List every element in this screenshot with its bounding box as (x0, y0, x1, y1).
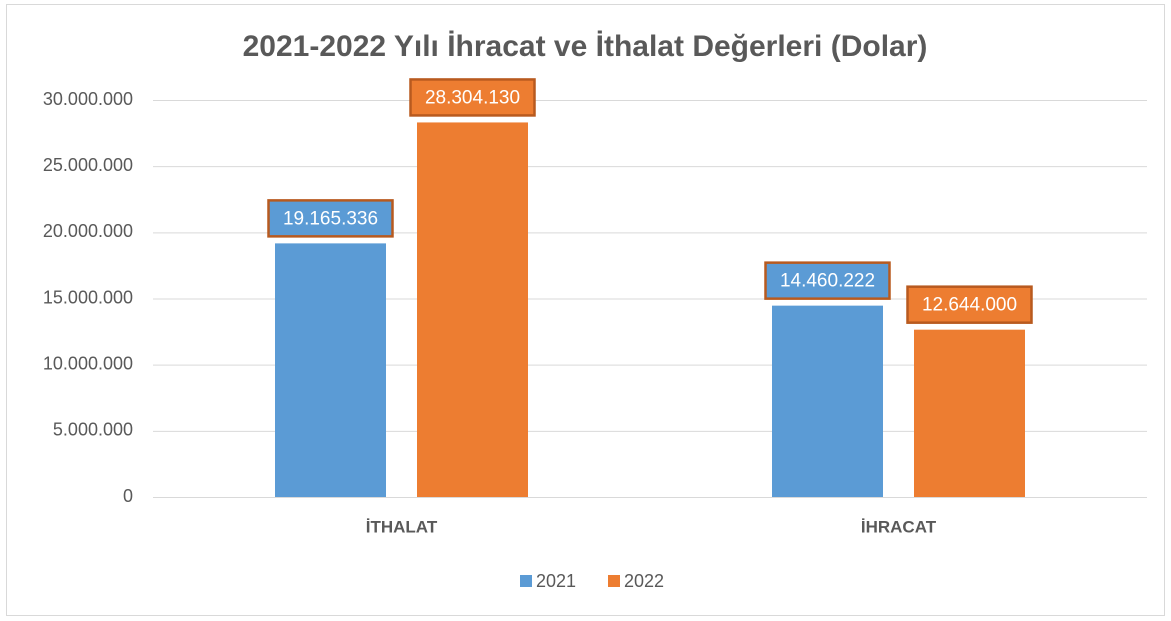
x-tick-label: İTHALAT (366, 517, 438, 536)
y-tick-label: 0 (123, 486, 133, 506)
data-label: 12.644.000 (922, 295, 1017, 316)
legend-label: 2021 (536, 571, 576, 591)
y-tick-label: 5.000.000 (53, 420, 133, 440)
bar (772, 305, 883, 497)
data-label: 14.460.222 (780, 271, 875, 292)
x-tick-label: İHRACAT (861, 517, 937, 536)
y-tick-label: 20.000.000 (43, 221, 133, 241)
data-label: 19.165.336 (283, 208, 378, 229)
bar (914, 329, 1025, 497)
data-label: 28.304.130 (425, 87, 520, 108)
data-label-box (764, 261, 891, 300)
y-tick-label: 10.000.000 (43, 353, 133, 373)
data-label-box (906, 285, 1033, 324)
bar (417, 122, 528, 497)
y-tick-label: 25.000.000 (43, 155, 133, 175)
data-label-box (409, 78, 536, 117)
y-tick-label: 15.000.000 (43, 287, 133, 307)
bar (275, 243, 386, 497)
legend-swatch (608, 575, 620, 587)
y-tick-label: 30.000.000 (43, 89, 133, 109)
chart-title: 2021-2022 Yılı İhracat ve İthalat Değerl… (243, 30, 928, 63)
legend-label: 2022 (624, 571, 664, 591)
legend-swatch (520, 575, 532, 587)
data-label-box (267, 199, 394, 238)
